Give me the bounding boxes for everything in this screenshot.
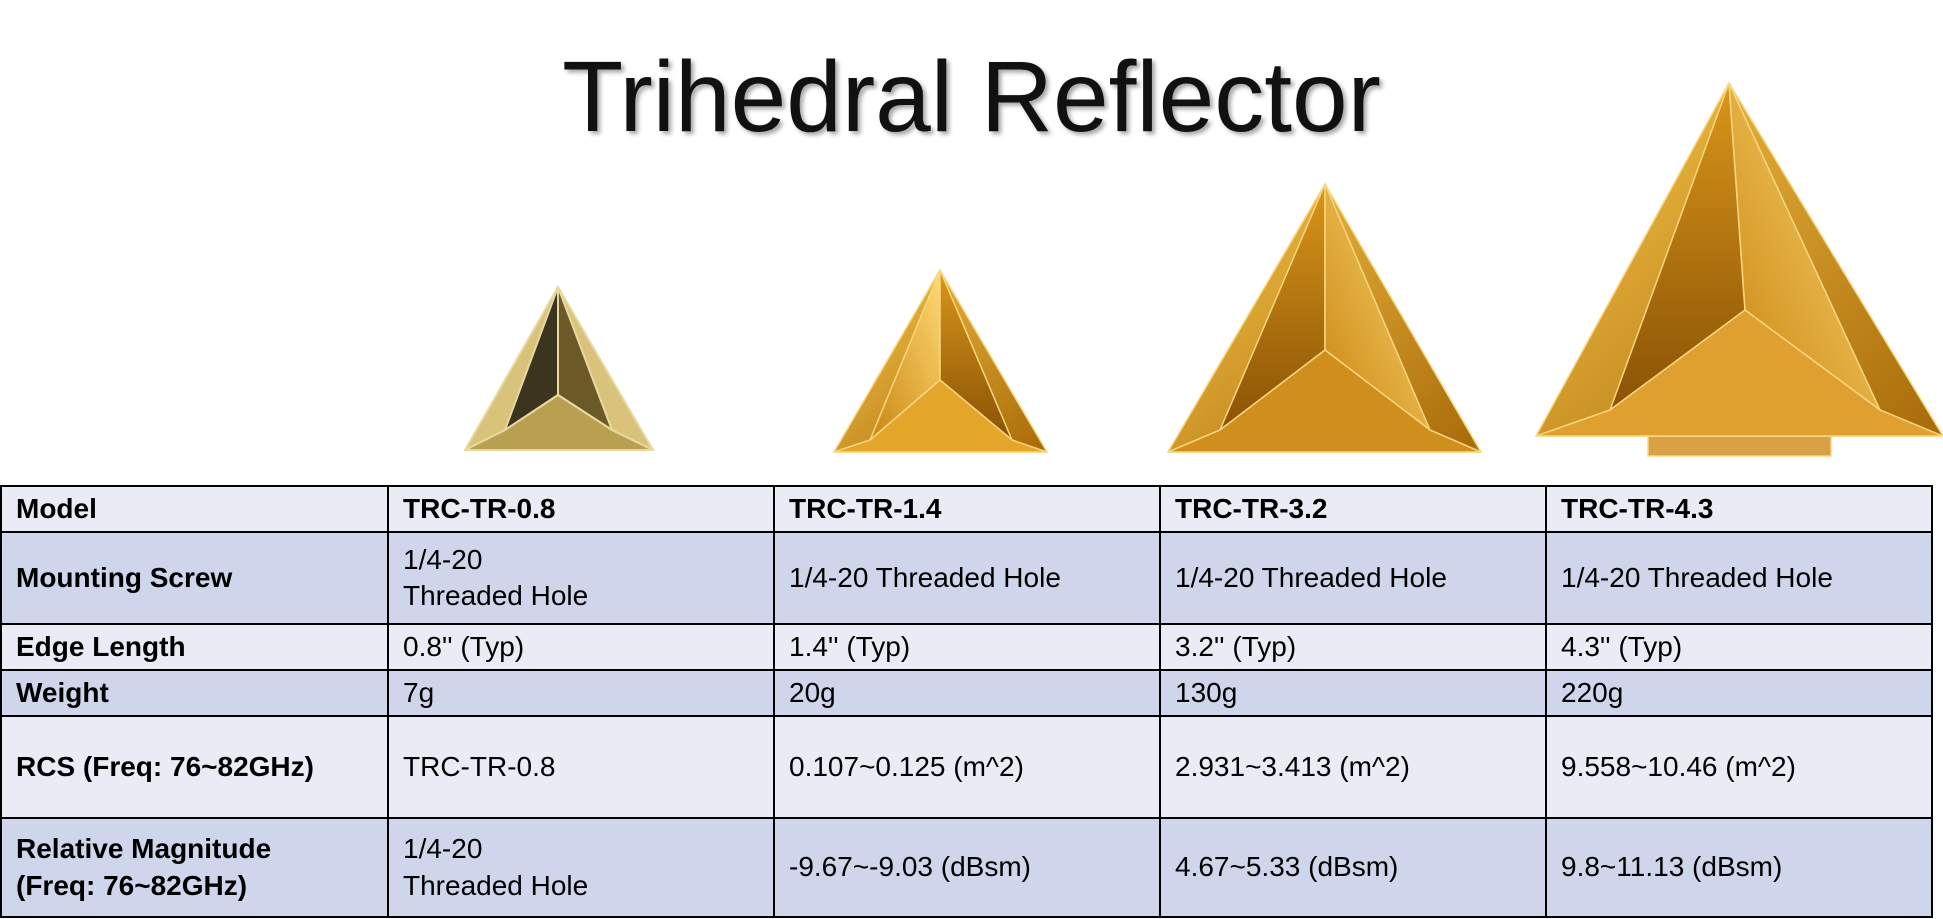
table-cell: 20g — [773, 669, 1161, 717]
reflector-3-2 — [1166, 182, 1483, 453]
row-label: Weight — [0, 669, 389, 717]
table-cell: TRC-TR-0.8 — [387, 715, 775, 819]
title: Trihedral Reflector — [562, 41, 1381, 153]
table-cell: 0.107~0.125 (m^2) — [773, 715, 1161, 819]
table-cell: TRC-TR-4.3 — [1545, 485, 1933, 533]
table-row: Mounting Screw 1/4-20 Threaded Hole 1/4-20… — [0, 531, 1933, 625]
reflector-4-3 — [1534, 81, 1943, 457]
table-row: Relative Magnitude (Freq: 76~82GHz) 1/4-2… — [0, 817, 1933, 918]
table-row: Model TRC-TR-0.8 TRC-TR-1.4 TRC-TR-3.2 TRC-T… — [0, 485, 1933, 533]
table-cell: 1/4-20 Threaded Hole — [387, 531, 775, 625]
table-row: Edge Length 0.8'' (Typ) 1.4'' (Typ) 3.2'' (… — [0, 623, 1933, 671]
reflector-small — [463, 284, 655, 451]
table-cell: 4.67~5.33 (dBsm) — [1159, 817, 1547, 918]
table-cell: 3.2'' (Typ) — [1159, 623, 1547, 671]
table-cell: 1/4-20 Threaded Hole — [773, 531, 1161, 625]
table-cell: -9.67~-9.03 (dBsm) — [773, 817, 1161, 918]
row-label: Mounting Screw — [0, 531, 389, 625]
table-cell: 9.8~11.13 (dBsm) — [1545, 817, 1933, 918]
table-row: RCS (Freq: 76~82GHz) TRC-TR-0.8 0.107~0.12… — [0, 715, 1933, 819]
table-cell: 7g — [387, 669, 775, 717]
table-row: Weight 7g 20g 130g 220g — [0, 669, 1933, 717]
reflector-images — [463, 81, 1943, 457]
row-label: RCS (Freq: 76~82GHz) — [0, 715, 389, 819]
table-cell: 1.4'' (Typ) — [773, 623, 1161, 671]
table-cell: 130g — [1159, 669, 1547, 717]
row-label: Model — [0, 485, 389, 533]
spec-table: Model TRC-TR-0.8 TRC-TR-1.4 TRC-TR-3.2 TRC-T… — [0, 485, 1933, 918]
table-cell: 2.931~3.413 (m^2) — [1159, 715, 1547, 819]
table-cell: TRC-TR-0.8 — [387, 485, 775, 533]
table-cell: 4.3'' (Typ) — [1545, 623, 1933, 671]
table-cell: 1/4-20 Threaded Hole — [387, 817, 775, 918]
table-cell: 220g — [1545, 669, 1933, 717]
table-cell: 1/4-20 Threaded Hole — [1159, 531, 1547, 625]
table-cell: TRC-TR-3.2 — [1159, 485, 1547, 533]
row-label: Edge Length — [0, 623, 389, 671]
table-cell: 1/4-20 Threaded Hole — [1545, 531, 1933, 625]
reflector-1-4 — [832, 268, 1049, 453]
row-label: Relative Magnitude (Freq: 76~82GHz) — [0, 817, 389, 918]
table-cell: 0.8'' (Typ) — [387, 623, 775, 671]
table-cell: TRC-TR-1.4 — [773, 485, 1161, 533]
table-cell: 9.558~10.46 (m^2) — [1545, 715, 1933, 819]
